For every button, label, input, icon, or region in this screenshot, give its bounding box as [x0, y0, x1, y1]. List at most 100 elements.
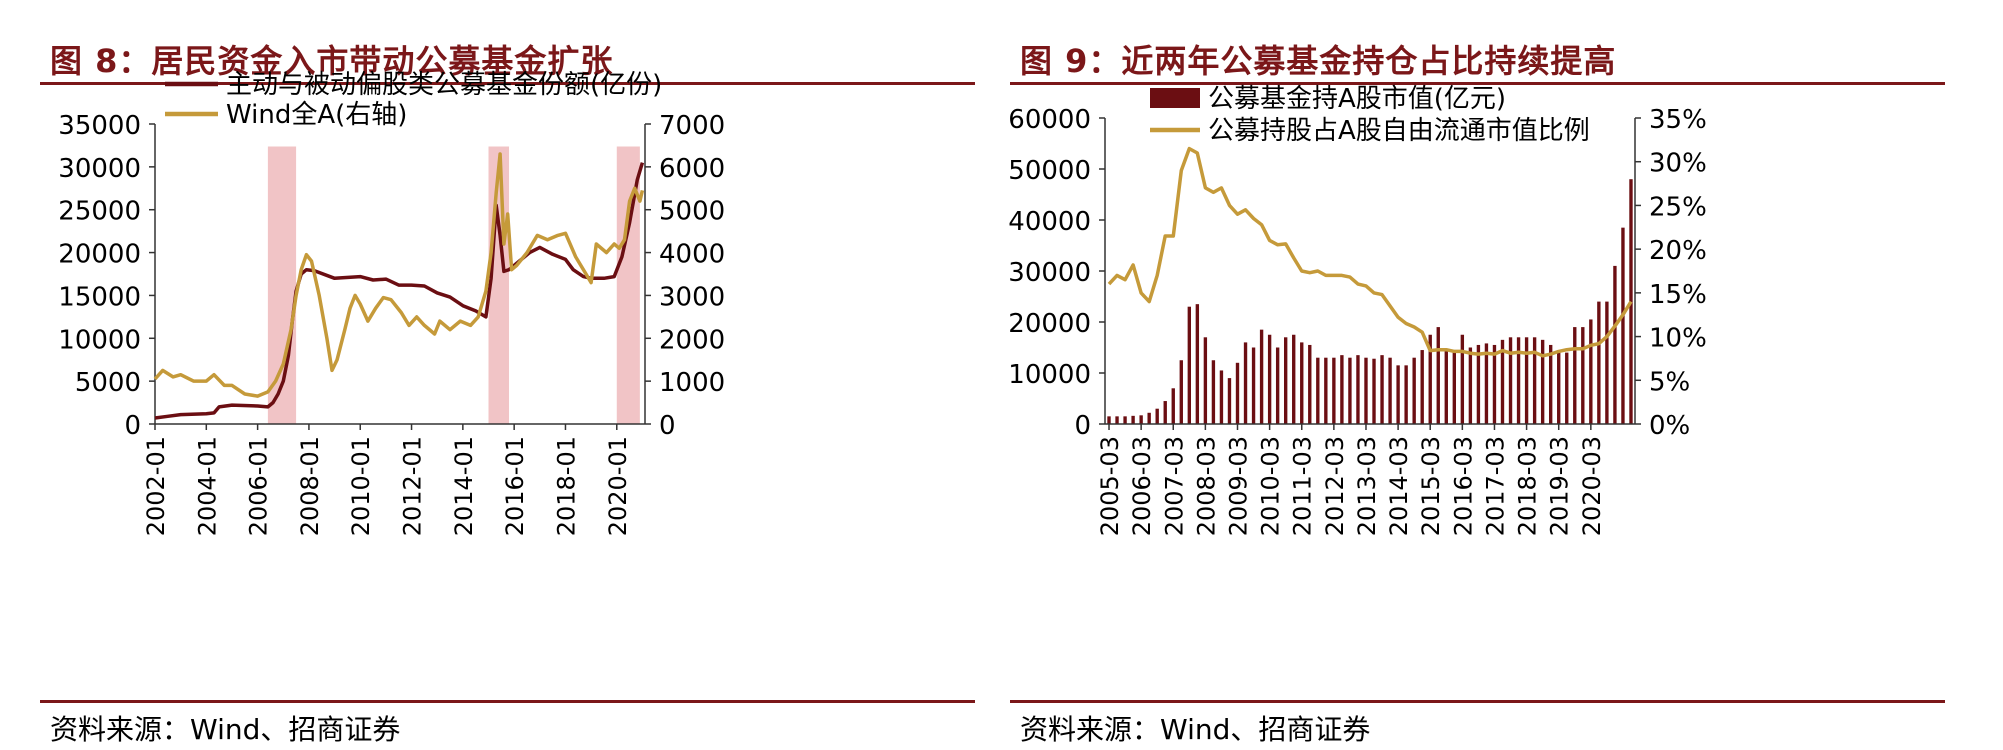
y-right-tick-label: 4000 — [659, 240, 725, 270]
x-tick-label: 2010-01 — [347, 436, 375, 536]
legend-label: 公募基金持A股市值(亿元) — [1208, 84, 1506, 114]
bar — [1155, 408, 1159, 424]
y-left-tick-label: 15000 — [58, 282, 141, 312]
bar — [1275, 347, 1280, 424]
x-tick-label: 2019-03 — [1546, 436, 1574, 536]
x-tick-label: 2010-03 — [1257, 436, 1285, 536]
bar — [1316, 357, 1320, 424]
bar — [1171, 388, 1175, 424]
x-tick-label: 2008-01 — [296, 436, 324, 536]
x-tick-label: 2020-01 — [604, 436, 632, 536]
figure-9-title: 图 9：近两年公募基金持仓占比持续提高 — [1020, 42, 1617, 80]
y-left-tick-label: 5000 — [75, 368, 141, 398]
bar — [1235, 362, 1240, 424]
bar — [1243, 342, 1248, 424]
bar — [1412, 357, 1416, 424]
x-tick-label: 2005-03 — [1096, 436, 1124, 536]
bar — [1404, 365, 1408, 424]
x-tick-label: 2006-03 — [1128, 436, 1156, 536]
y-right-tick-label: 6000 — [659, 154, 725, 184]
bar — [1372, 358, 1376, 424]
y-right-tick-label: 10% — [1649, 324, 1707, 354]
bar — [1219, 370, 1224, 424]
bar — [1573, 327, 1577, 424]
y-right-tick-label: 20% — [1649, 236, 1707, 266]
bar — [1613, 265, 1617, 424]
bar — [1460, 334, 1465, 424]
bar — [1139, 415, 1143, 424]
x-tick-label: 2008-03 — [1192, 436, 1220, 536]
bar — [1300, 342, 1304, 424]
bar — [1356, 355, 1360, 424]
bar — [1581, 327, 1585, 424]
bar — [1508, 337, 1513, 424]
figure-8-source: 资料来源：Wind、招商证券 — [50, 713, 401, 746]
figure-9-source: 资料来源：Wind、招商证券 — [1020, 713, 1371, 746]
title-rule — [1010, 82, 1945, 85]
bar — [1259, 329, 1264, 424]
bar — [1364, 357, 1368, 424]
x-tick-label: 2016-01 — [501, 436, 529, 536]
figure-8-chart: 0 5000 10000 15000 20000 25000 30000 35000 0 1000… — [58, 70, 725, 536]
bar — [1388, 357, 1392, 424]
bar — [1532, 337, 1537, 424]
figure-9-chart: 0 10000 20000 30000 40000 50000 60000 0% 5% 10% 15… — [1008, 84, 1707, 536]
y-right-tick-label: 35% — [1649, 105, 1707, 135]
bar — [1211, 360, 1216, 424]
figure-9-panel: 图 9：近两年公募基金持仓占比持续提高 0 10000 20000 30000 4000… — [1008, 0, 1970, 750]
y-right-tick-label: 0 — [659, 411, 676, 441]
figure-8-panel: 图 8：居民资金入市带动公募基金扩张 0 5000 10000 15000 20000 2… — [40, 0, 1000, 750]
legend-swatch — [1150, 88, 1200, 108]
bar — [1131, 415, 1135, 424]
y-left-tick-label: 35000 — [58, 111, 141, 141]
y-left-tick-label: 0 — [1074, 411, 1091, 441]
bar — [1436, 327, 1440, 424]
series-line-fund-shares — [154, 162, 645, 420]
bar — [1123, 416, 1127, 424]
bar — [1557, 350, 1561, 424]
bar — [1524, 337, 1529, 424]
bar — [1589, 319, 1593, 424]
bar — [1476, 344, 1481, 424]
x-tick-label: 2020-03 — [1578, 436, 1606, 536]
x-tick-label: 2018-01 — [552, 436, 580, 536]
bar — [1340, 355, 1344, 424]
x-tick-label: 2015-03 — [1417, 436, 1445, 536]
bar — [1115, 416, 1119, 424]
figure-8-title: 图 8：居民资金入市带动公募基金扩张 — [50, 42, 614, 80]
x-tick-label: 2007-03 — [1160, 436, 1188, 536]
y-right-tick-label: 30% — [1649, 149, 1707, 179]
y-right-tick-label: 2000 — [659, 325, 725, 355]
bar — [1484, 343, 1489, 424]
x-tick-label: 2011-03 — [1289, 436, 1317, 536]
bar — [1540, 339, 1545, 424]
bar — [1267, 334, 1272, 424]
bar — [1195, 304, 1200, 424]
y-right-tick-label: 0% — [1649, 411, 1690, 441]
y-left-tick-label: 30000 — [1008, 258, 1091, 288]
x-tick-label: 2006-01 — [245, 436, 273, 536]
x-tick-label: 2012-03 — [1321, 436, 1349, 536]
bar — [1605, 301, 1609, 424]
bar — [1548, 344, 1553, 424]
bar — [1283, 337, 1288, 424]
y-right-tick-label: 5000 — [659, 197, 725, 227]
bar — [1292, 334, 1296, 424]
x-tick-label: 2009-03 — [1225, 436, 1253, 536]
bar — [1147, 412, 1151, 424]
bar — [1468, 347, 1473, 424]
bar — [1565, 352, 1569, 424]
bar — [1420, 350, 1424, 424]
y-left-tick-label: 60000 — [1008, 105, 1091, 135]
x-tick-label: 2016-03 — [1449, 436, 1477, 536]
y-left-tick-label: 0 — [124, 411, 141, 441]
y-left-tick-label: 10000 — [58, 325, 141, 355]
x-tick-label: 2018-03 — [1514, 436, 1542, 536]
x-tick-label: 2014-03 — [1385, 436, 1413, 536]
bar — [1492, 344, 1497, 424]
y-left-tick-label: 10000 — [1008, 360, 1091, 390]
bar — [1107, 416, 1111, 424]
bar — [1187, 306, 1192, 424]
y-right-tick-label: 1000 — [659, 368, 725, 398]
x-tick-label: 2014-01 — [450, 436, 478, 536]
